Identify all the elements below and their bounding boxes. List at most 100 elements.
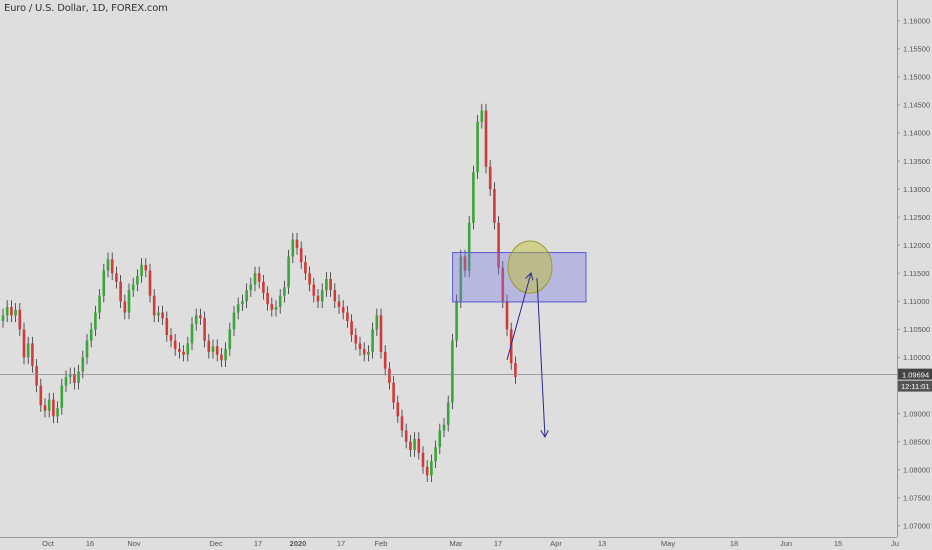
candle-body-up [438, 430, 442, 448]
candle [316, 289, 320, 309]
candle [480, 103, 484, 129]
candle [514, 356, 517, 384]
candle [18, 303, 22, 337]
candle [375, 308, 379, 337]
candle-body-up [367, 351, 370, 355]
candle [270, 297, 274, 317]
candle [388, 361, 391, 390]
candle [451, 333, 454, 410]
candle-body-up [232, 312, 236, 330]
candle-body-up [127, 290, 131, 313]
candle [47, 392, 51, 418]
candle [350, 314, 353, 342]
candle [459, 249, 463, 309]
candle [253, 266, 257, 292]
candle [413, 432, 416, 457]
candle [455, 294, 458, 348]
candle [161, 305, 164, 325]
candle [211, 339, 215, 359]
candle [52, 392, 55, 424]
candle-body-up [136, 276, 139, 285]
candle-body-up [434, 447, 437, 462]
candle [203, 311, 206, 348]
candle [241, 294, 244, 311]
x-tick-label: 18 [730, 539, 738, 548]
candle-body-up [375, 315, 379, 330]
x-tick-label: Jun [780, 539, 792, 548]
candle [346, 305, 349, 328]
candle-body-up [194, 315, 198, 324]
candle-body-down [383, 351, 387, 369]
candle-body-up [47, 399, 51, 411]
candle [354, 328, 358, 351]
candle-body-down [514, 363, 517, 378]
candle-body-up [472, 172, 475, 223]
candle [404, 423, 408, 449]
candle [396, 395, 400, 424]
x-tick-label: 17 [337, 539, 345, 548]
candle [463, 249, 467, 278]
x-tick-label: Dec [209, 539, 223, 548]
x-tick-label: 13 [598, 539, 606, 548]
candle [249, 277, 253, 297]
candle-body-down [404, 430, 408, 442]
candle-body-up [157, 312, 160, 316]
candle [320, 283, 324, 309]
candle [291, 232, 295, 264]
candle-body-up [245, 290, 248, 302]
candle-body-down [18, 309, 22, 330]
plot-background [0, 0, 897, 537]
candle-body-up [430, 461, 433, 476]
candle-body-down [152, 295, 156, 316]
candle [102, 263, 106, 303]
candle [148, 263, 152, 303]
candle [278, 289, 282, 314]
candle-body-down [488, 166, 492, 190]
candle [409, 434, 412, 457]
candle [77, 364, 80, 390]
candle-body-down [161, 312, 164, 319]
candle-body-up [236, 304, 240, 313]
candle-body-up [228, 329, 232, 350]
candle-body-down [173, 340, 177, 350]
candle-body-down [341, 306, 345, 313]
candle-body-down [110, 259, 114, 274]
candle-body-up [186, 343, 190, 355]
candle-body-down [182, 351, 185, 355]
candle-body-up [56, 407, 59, 417]
candle-body-down [144, 264, 148, 271]
candle-body-up [1, 315, 5, 321]
candle [228, 322, 232, 356]
candle-body-down [266, 292, 269, 305]
candle [274, 300, 278, 317]
countdown-label: 12:11:01 [901, 382, 930, 391]
y-tick-label: 1.13000 [903, 185, 930, 194]
candle-body-up [81, 357, 85, 372]
candle-body-up [253, 273, 257, 285]
candle [115, 266, 118, 289]
x-tick-label: 2020 [290, 539, 307, 548]
candle [152, 289, 156, 323]
candle [186, 336, 190, 362]
candle [287, 249, 290, 295]
x-tick-label: Ju [891, 539, 899, 548]
candle-body-down [417, 438, 421, 453]
candle [127, 283, 131, 320]
candle-body-up [451, 340, 454, 403]
candle-body-up [283, 287, 286, 296]
candle-body-up [94, 312, 97, 330]
candle [178, 342, 181, 359]
candle [89, 322, 93, 348]
candle [493, 182, 496, 230]
candle [472, 165, 475, 230]
candle [207, 333, 211, 359]
candle-body-up [320, 290, 324, 302]
y-tick-label: 1.11000 [903, 297, 930, 306]
candle-body-down [400, 416, 404, 431]
candle [119, 274, 122, 309]
candle-body-up [140, 264, 143, 277]
y-tick-label: 1.09000 [903, 409, 930, 418]
candle-body-up [190, 323, 194, 344]
y-tick-label: 1.10000 [903, 353, 930, 362]
